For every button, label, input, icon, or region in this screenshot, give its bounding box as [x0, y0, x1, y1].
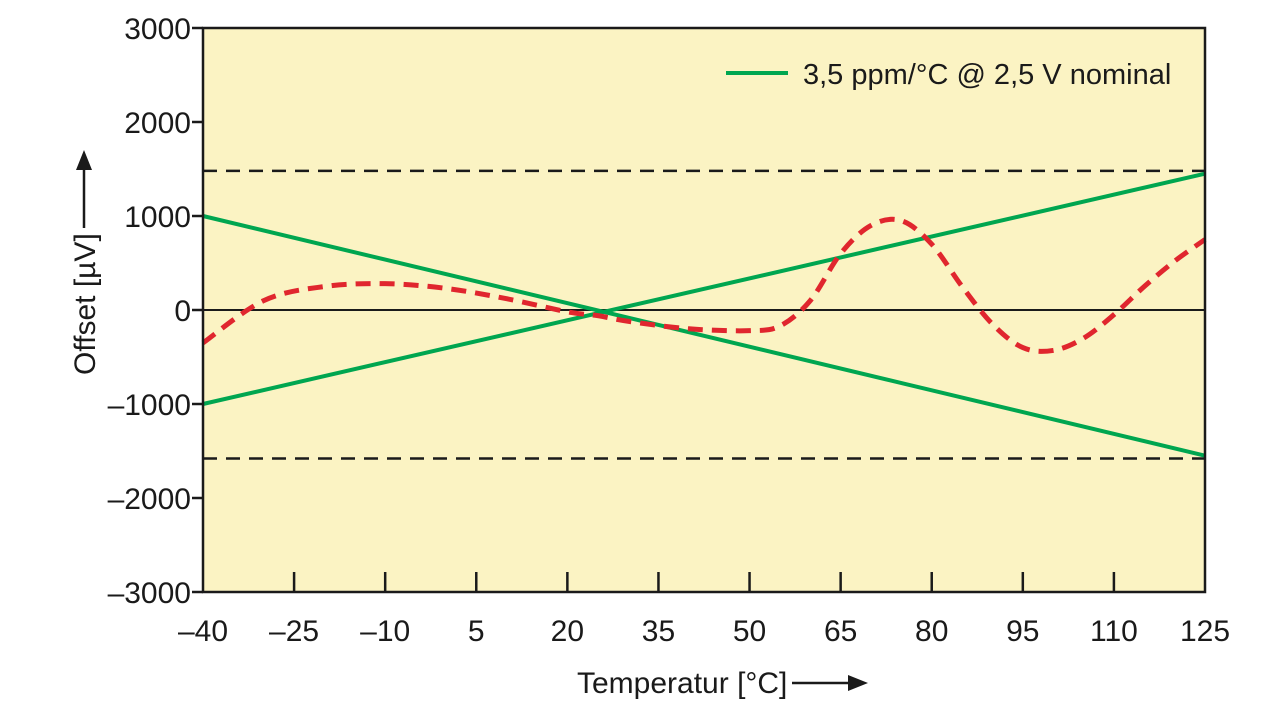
- y-axis-ticks: 3000 2000 1000 0 –1000 –2000 –3000: [108, 13, 203, 610]
- x-tick-label: 95: [1006, 615, 1039, 648]
- x-tick-label: 5: [468, 615, 485, 648]
- x-tick-label: 20: [551, 615, 584, 648]
- series-layer: [201, 171, 1207, 458]
- x-tick-label: 50: [733, 615, 766, 648]
- x-axis-ticks: –40 –25 –10 5 20 35 50 65 80 95 110 125: [178, 572, 1230, 648]
- x-tick-label: 80: [915, 615, 948, 648]
- y-tick-label: –1000: [108, 389, 191, 422]
- x-tick-label: –40: [178, 615, 228, 648]
- y-tick-label: –3000: [108, 577, 191, 610]
- x-tick-label: 110: [1090, 615, 1138, 648]
- x-axis-arrow-head: [848, 675, 868, 691]
- y-axis-arrow-head: [76, 150, 92, 170]
- measured-offset-series: [201, 216, 1207, 354]
- y-axis-title: Offset [µV]: [69, 150, 102, 375]
- y-tick-label: 2000: [124, 107, 191, 140]
- x-axis-title: Temperatur [°C]: [577, 667, 868, 700]
- reference-lines: [203, 169, 1205, 460]
- y-tick-label: 1000: [124, 201, 191, 234]
- legend-label: 3,5 ppm/°C @ 2,5 V nominal: [803, 59, 1171, 91]
- x-tick-label: 35: [642, 615, 675, 648]
- x-tick-label: –25: [269, 615, 319, 648]
- y-axis-title-text: Offset [µV]: [69, 233, 102, 375]
- x-tick-label: 125: [1180, 615, 1230, 648]
- limit-line-series-0: [202, 171, 1206, 406]
- x-tick-label: 65: [824, 615, 857, 648]
- legend: 3,5 ppm/°C @ 2,5 V nominal: [726, 59, 1171, 91]
- y-tick-label: –2000: [108, 483, 191, 516]
- y-tick-label: 3000: [124, 13, 191, 46]
- limit-line-series-1: [202, 214, 1206, 458]
- x-axis-title-text: Temperatur [°C]: [577, 667, 787, 700]
- y-tick-label: 0: [174, 295, 191, 328]
- x-tick-label: –10: [360, 615, 410, 648]
